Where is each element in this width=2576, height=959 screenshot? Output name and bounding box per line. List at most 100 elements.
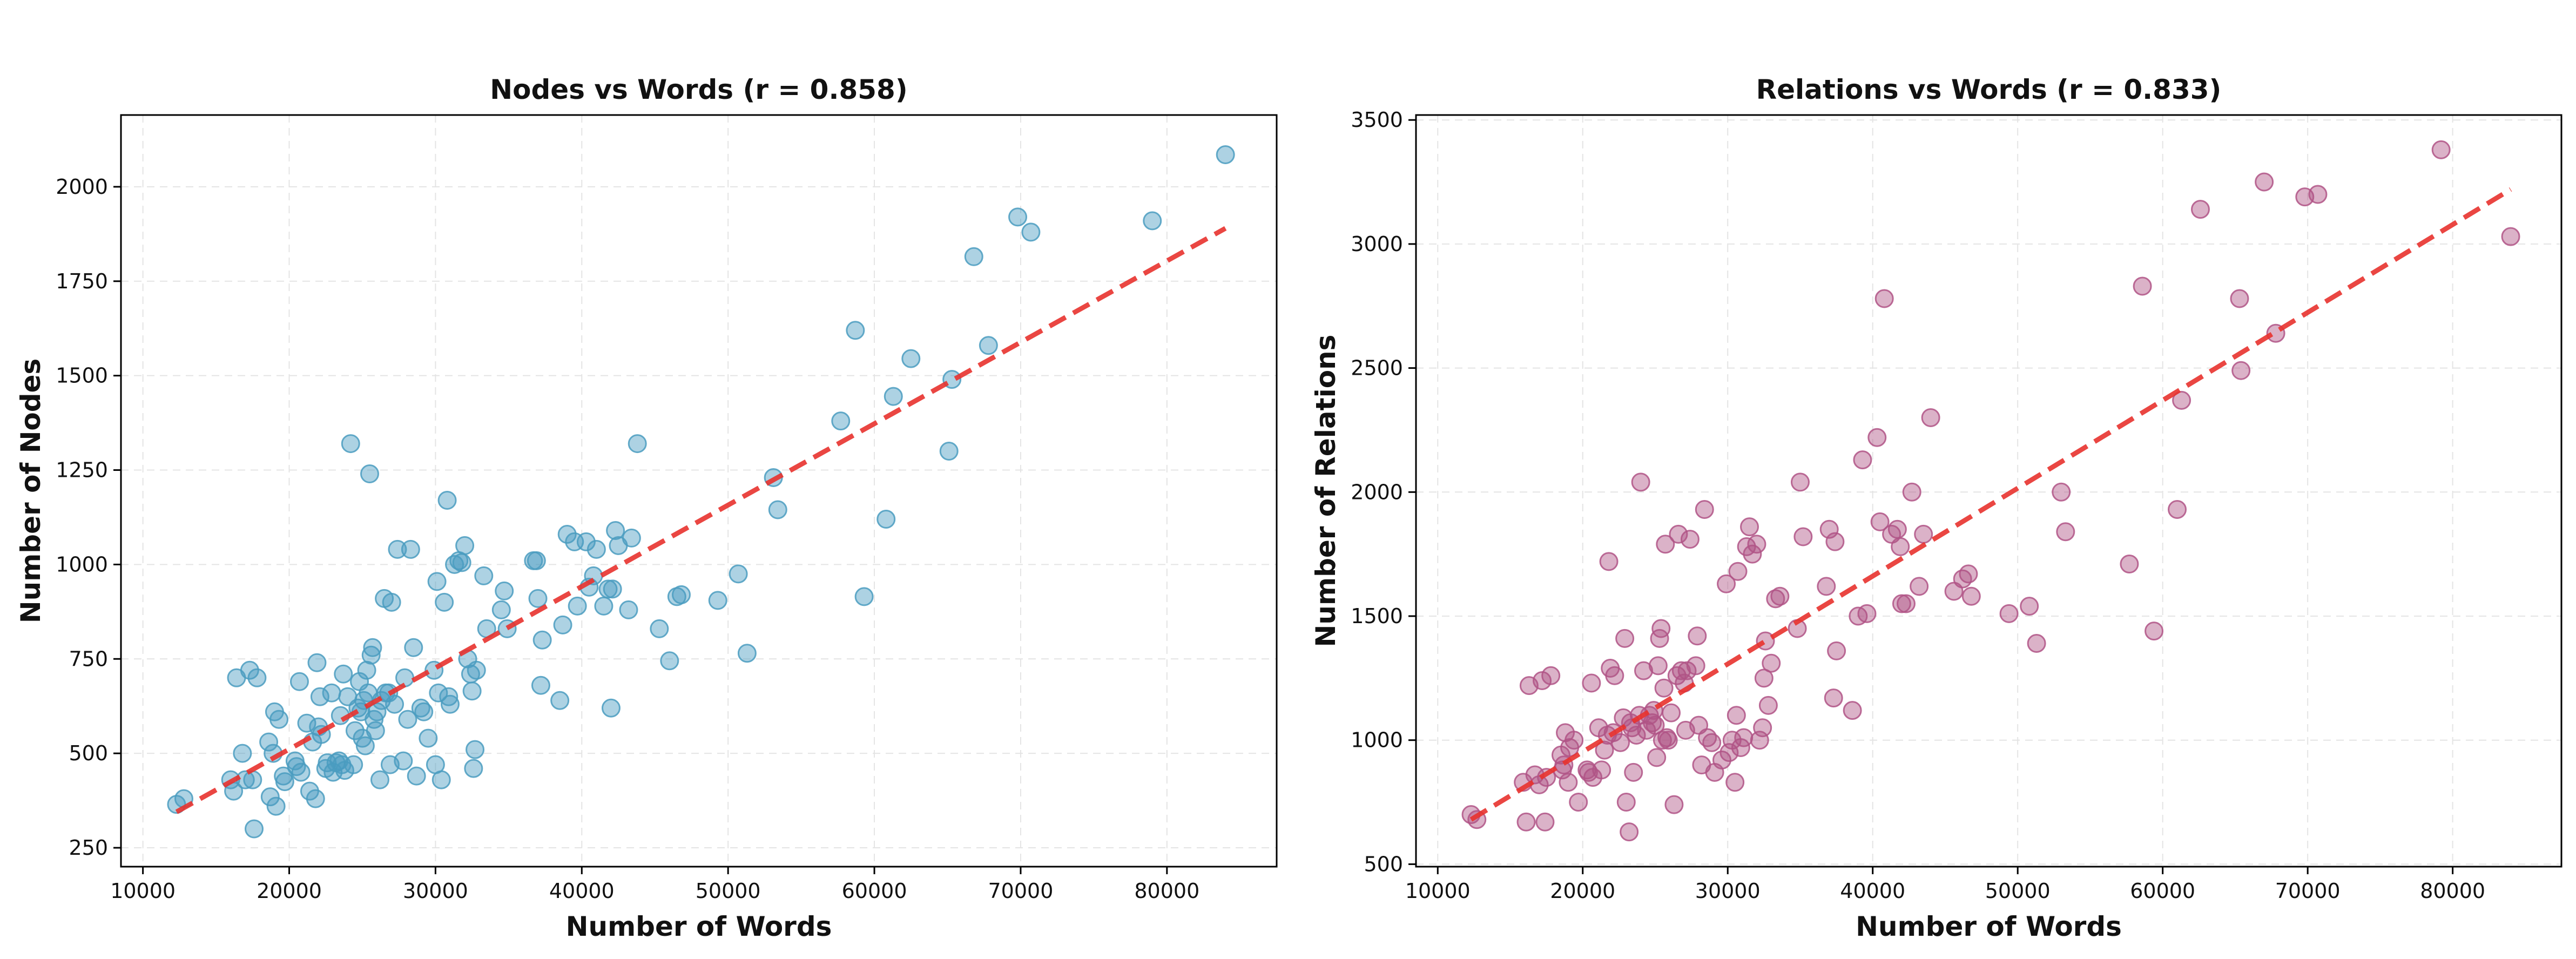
data-point [414, 702, 434, 721]
data-point [1740, 517, 1759, 537]
data-point [1541, 666, 1561, 685]
data-point [289, 672, 309, 691]
data-point [2190, 200, 2210, 219]
data-point [1717, 574, 1736, 593]
data-point [628, 434, 647, 454]
data-point [1664, 795, 1684, 814]
data-point [1569, 793, 1588, 812]
data-point [462, 681, 482, 701]
data-point [1656, 535, 1675, 554]
data-point [360, 464, 380, 484]
data-point [622, 528, 641, 548]
data-point [1654, 678, 1674, 698]
nodes-y-ticks: 250 500 750 1000 1250 1500 1750 2000 [56, 175, 121, 860]
data-point [404, 638, 423, 657]
data-point [1646, 715, 1665, 735]
data-point [1902, 482, 1921, 502]
data-point [1615, 629, 1635, 648]
data-point [2308, 185, 2328, 204]
data-point [1658, 731, 1678, 750]
y-tick-label: 1000 [1351, 728, 1403, 752]
data-point [427, 572, 447, 591]
data-point [979, 336, 998, 355]
x-tick-label: 80000 [1134, 879, 1199, 903]
data-point [2056, 522, 2075, 542]
data-point [1559, 773, 1578, 792]
data-point [1874, 289, 1894, 308]
data-point [243, 770, 262, 789]
data-point [233, 744, 252, 763]
data-point [606, 521, 625, 540]
nodes-x-ticks: 10000 20000 30000 40000 50000 60000 70000 80000 [110, 867, 1199, 903]
data-point [1535, 812, 1555, 832]
data-point [2020, 597, 2039, 616]
data-point [1793, 527, 1813, 546]
data-point [1853, 450, 1872, 470]
relations-grid [1416, 115, 2561, 867]
data-point [1647, 748, 1667, 767]
data-point [1216, 145, 1235, 164]
data-point [275, 772, 294, 792]
data-point [467, 660, 486, 680]
data-point [1870, 512, 1890, 531]
data-point [366, 721, 385, 740]
data-point [527, 551, 546, 570]
data-point [1008, 207, 1028, 227]
relations-y-ticks: 500 1000 1500 2000 2500 3000 3500 [1351, 108, 1416, 876]
nodes-trend-layer [175, 226, 1227, 814]
data-point [650, 619, 669, 638]
data-point [431, 770, 451, 789]
data-point [2501, 227, 2520, 246]
data-point [401, 539, 420, 559]
data-point [1631, 472, 1650, 492]
data-point [531, 676, 550, 695]
data-point [1843, 701, 1862, 720]
data-point [901, 349, 921, 368]
data-point [1959, 564, 1978, 584]
data-point [1827, 641, 1846, 660]
data-point [1817, 577, 1836, 596]
data-point [452, 553, 471, 572]
data-point [2120, 555, 2139, 574]
x-tick-label: 70000 [2275, 879, 2341, 903]
data-point [737, 644, 757, 663]
data-point [247, 668, 267, 687]
data-point [439, 687, 458, 706]
x-tick-label: 10000 [1405, 879, 1471, 903]
data-point [370, 770, 389, 789]
data-point [491, 600, 511, 619]
data-point [394, 751, 413, 771]
y-tick-label: 1750 [56, 269, 108, 293]
data-point [671, 585, 691, 604]
data-point [2027, 634, 2046, 653]
data-point [876, 509, 896, 529]
nodes-plot-frame [120, 114, 1278, 868]
data-point [388, 539, 407, 559]
data-point [363, 638, 382, 657]
data-point [322, 683, 341, 703]
data-point [846, 321, 865, 340]
data-point [1712, 750, 1731, 769]
x-tick-label: 30000 [1695, 879, 1761, 903]
data-point [455, 536, 475, 555]
data-point [2255, 172, 2274, 192]
data-point [1825, 532, 1845, 551]
data-point [1921, 408, 1940, 427]
y-tick-label: 1250 [56, 458, 108, 482]
data-point [429, 683, 448, 703]
data-point [884, 387, 903, 406]
x-tick-label: 40000 [1840, 879, 1905, 903]
data-point [528, 589, 548, 608]
data-point [1891, 537, 1910, 556]
data-point [307, 653, 327, 672]
data-point [1651, 619, 1671, 638]
data-point [395, 668, 415, 687]
data-point [2133, 276, 2152, 296]
data-point [586, 539, 606, 559]
data-point [1725, 773, 1745, 792]
data-point [2145, 622, 2164, 641]
data-point [1790, 472, 1810, 492]
data-point [407, 766, 426, 786]
data-point [495, 581, 514, 600]
